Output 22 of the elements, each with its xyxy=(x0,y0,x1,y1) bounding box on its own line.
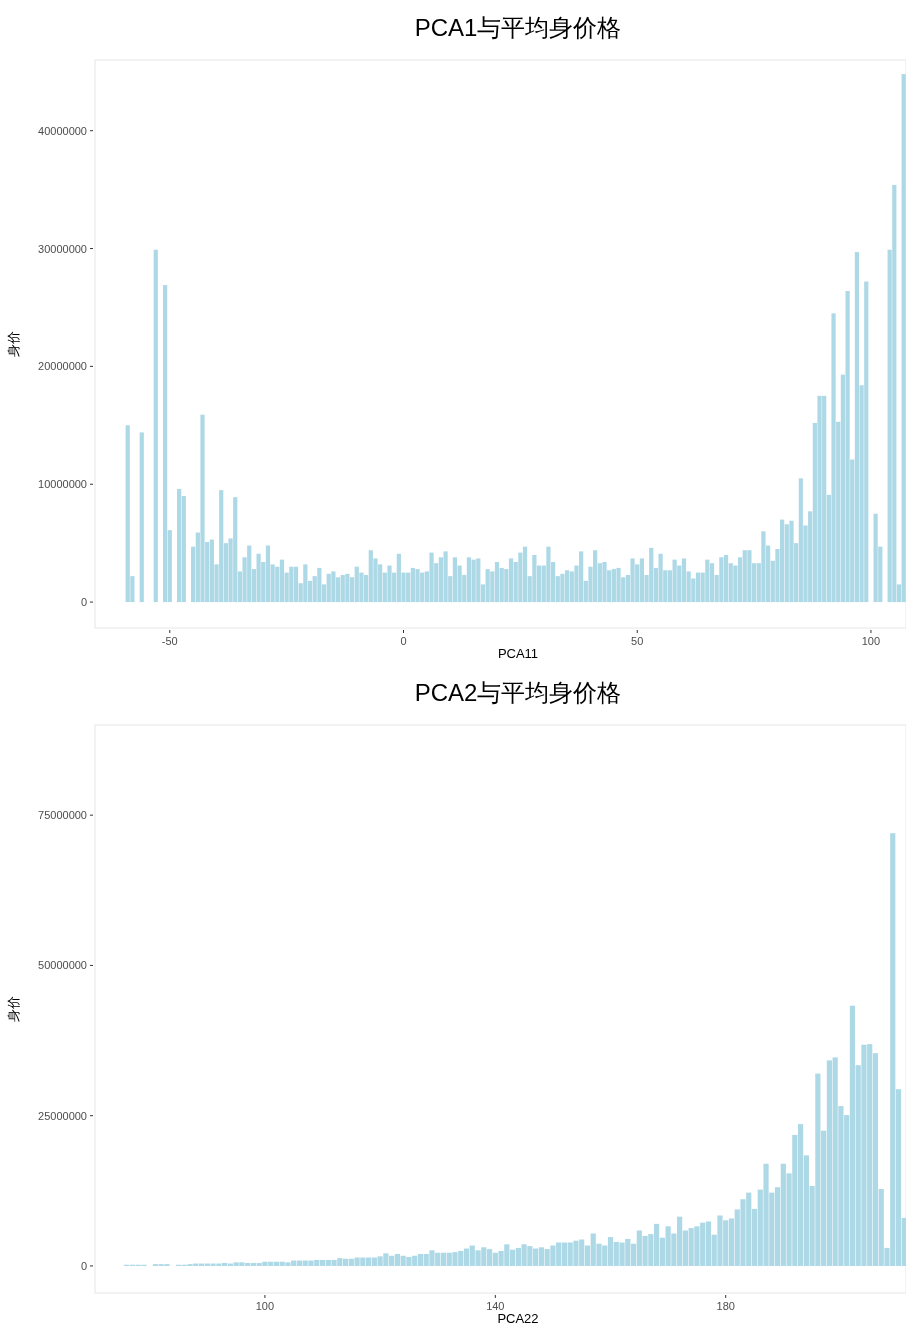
x-tick-label: 50 xyxy=(631,635,644,647)
x-tick-label: 100 xyxy=(255,1300,275,1312)
y-tick-label: 50000000 xyxy=(38,959,87,972)
y-tick-label: 30000000 xyxy=(38,242,87,255)
y-tick-label: 0 xyxy=(80,1259,87,1272)
x-tick-label: 100 xyxy=(861,635,881,647)
x-axis-title: PCA11 xyxy=(497,646,539,661)
x-tick-label: -50 xyxy=(161,635,178,647)
y-tick-label: 40000000 xyxy=(38,124,87,137)
y-axis-title: 身价 xyxy=(6,996,21,1022)
y-tick-label: 25000000 xyxy=(38,1109,87,1122)
y-tick-label: 0 xyxy=(80,596,87,609)
chart-title: PCA1与平均身价格 xyxy=(414,14,622,41)
y-tick-label: 75000000 xyxy=(38,809,87,822)
y-tick-label: 10000000 xyxy=(38,478,87,491)
chart-title: PCA2与平均身价格 xyxy=(414,679,622,706)
x-tick-label: 0 xyxy=(400,635,407,647)
x-tick-label: 180 xyxy=(716,1300,735,1312)
x-tick-label: 140 xyxy=(486,1300,505,1312)
y-axis-title: 身价 xyxy=(6,331,21,357)
x-axis-title: PCA22 xyxy=(497,1311,539,1326)
y-tick-label: 20000000 xyxy=(38,360,87,373)
